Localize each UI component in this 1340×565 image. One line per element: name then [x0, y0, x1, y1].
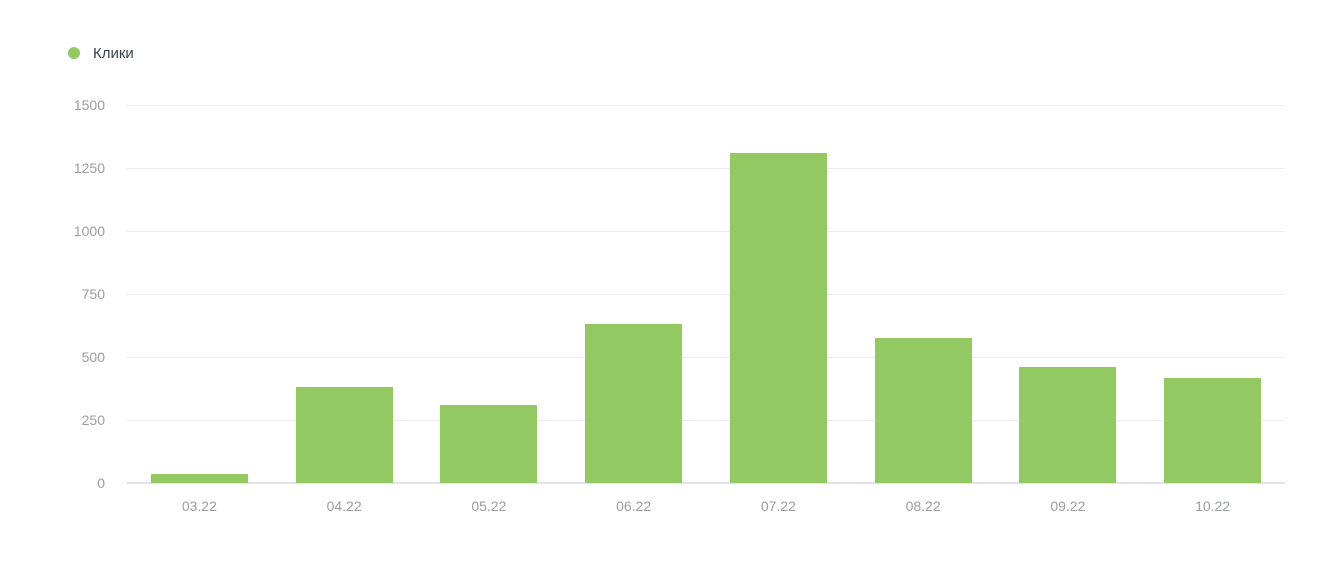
gridline: [127, 104, 1285, 106]
x-axis-label: 06.22: [616, 498, 652, 514]
chart-bar-06.22[interactable]: [585, 324, 683, 483]
y-axis-tick-label: 750: [81, 286, 105, 302]
x-axis-line: [127, 482, 1285, 484]
gridline: [127, 167, 1285, 169]
y-axis-tick-label: 1000: [73, 223, 105, 239]
gridline: [127, 230, 1285, 232]
x-axis-label: 10.22: [1195, 498, 1231, 514]
y-axis-tick-label: 500: [81, 349, 105, 365]
plot-area: 0 250 500 750 1000 1250 1500 03.22 04.22 05.22 06.…: [74, 97, 1285, 514]
legend-marker-icon: [68, 47, 80, 59]
y-axis-tick-label: 1500: [73, 97, 105, 113]
y-axis-tick-label: 0: [97, 475, 105, 491]
x-axis-label: 04.22: [326, 498, 362, 514]
y-axis-tick-label: 250: [81, 412, 105, 428]
x-axis-label: 09.22: [1050, 498, 1086, 514]
chart-bar-08.22[interactable]: [874, 338, 972, 483]
legend-label: Клики: [93, 44, 134, 62]
x-axis-label: 08.22: [905, 498, 941, 514]
y-axis-tick-label: 1250: [73, 160, 105, 176]
gridline: [127, 419, 1285, 421]
gridline: [127, 356, 1285, 358]
chart-bar-09.22[interactable]: [1019, 367, 1117, 483]
chart-bar-07.22[interactable]: [729, 152, 827, 483]
chart-legend: Клики: [68, 44, 134, 62]
gridline: [127, 293, 1285, 295]
chart-bar-04.22[interactable]: [295, 387, 393, 483]
legend-item-clicks[interactable]: Клики: [68, 45, 134, 62]
chart-bar-03.22[interactable]: [150, 474, 248, 483]
x-axis-label: 03.22: [181, 498, 217, 514]
chart-bar-05.22[interactable]: [440, 404, 538, 483]
x-axis-label: 05.22: [471, 498, 507, 514]
x-axis-label: 07.22: [760, 498, 796, 514]
chart-bar-10.22[interactable]: [1164, 378, 1262, 483]
